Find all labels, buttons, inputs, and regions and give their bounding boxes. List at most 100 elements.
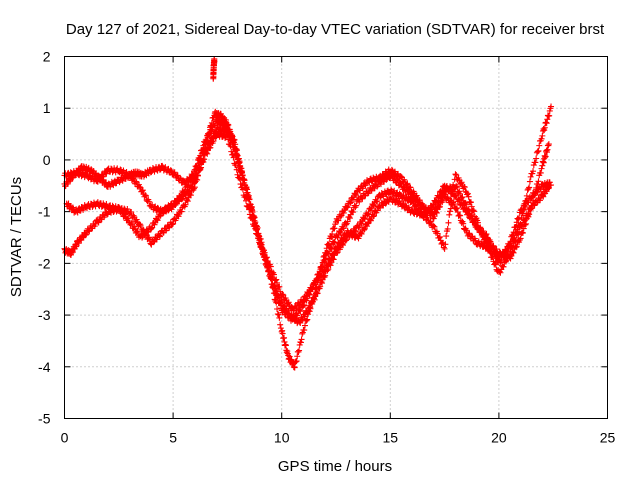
data-point	[304, 309, 311, 316]
data-point	[331, 225, 338, 232]
data-point	[298, 336, 305, 343]
data-point	[544, 116, 551, 123]
data-point	[346, 215, 353, 222]
data-point	[533, 199, 540, 206]
data-point	[441, 245, 448, 252]
data-point	[296, 347, 303, 354]
data-point	[538, 165, 545, 172]
data-point	[515, 231, 522, 238]
data-point	[344, 204, 351, 211]
series-4	[210, 55, 218, 82]
data-point	[456, 197, 463, 204]
data-point	[299, 330, 306, 337]
data-point	[75, 240, 82, 247]
data-point	[329, 251, 336, 258]
data-point	[487, 249, 494, 256]
data-point	[454, 205, 461, 212]
x-tick-label: 5	[169, 430, 177, 446]
data-point	[292, 359, 299, 366]
data-point	[203, 136, 210, 143]
data-point	[240, 176, 247, 183]
data-point	[157, 212, 164, 219]
data-point	[200, 159, 207, 166]
data-point	[537, 185, 544, 192]
data-point	[528, 194, 535, 201]
data-point	[510, 249, 517, 256]
x-tick-label: 20	[491, 430, 507, 446]
data-point	[307, 304, 314, 311]
data-point	[263, 255, 270, 262]
data-point	[82, 232, 89, 239]
data-point	[208, 127, 215, 134]
y-axis-label: SDTVAR / TECUs	[8, 177, 25, 297]
data-point	[275, 311, 282, 318]
data-point	[353, 202, 360, 209]
data-point	[412, 196, 419, 203]
data-point	[322, 266, 329, 273]
data-point	[510, 229, 517, 236]
y-tick-label: -2	[38, 255, 51, 271]
y-tick-label: 2	[43, 49, 51, 65]
data-point	[493, 246, 500, 253]
data-point	[142, 232, 149, 239]
data-point	[545, 141, 552, 148]
data-point	[402, 202, 409, 209]
data-point	[337, 213, 344, 220]
data-point	[435, 194, 442, 201]
data-point	[339, 236, 346, 243]
data-point	[251, 222, 258, 229]
data-point	[434, 230, 441, 237]
data-point	[546, 107, 553, 114]
x-tick-label: 10	[274, 430, 290, 446]
data-point	[470, 207, 477, 214]
data-point	[134, 228, 141, 235]
data-point	[400, 184, 407, 191]
data-point	[237, 181, 244, 188]
data-point	[506, 251, 513, 258]
data-point	[404, 180, 411, 187]
data-point	[318, 272, 325, 279]
data-point	[301, 322, 308, 329]
data-point	[545, 184, 552, 191]
data-point	[252, 225, 259, 232]
data-point	[296, 302, 303, 309]
data-point	[295, 348, 302, 355]
y-tick-label: 1	[43, 100, 51, 116]
data-point	[436, 193, 443, 200]
data-point	[492, 260, 499, 267]
data-point	[364, 223, 371, 230]
data-point	[541, 124, 548, 131]
x-tick-label: 0	[61, 430, 69, 446]
data-point	[304, 308, 311, 315]
data-point	[76, 167, 83, 174]
data-point	[509, 244, 516, 251]
chart-title: Day 127 of 2021, Sidereal Day-to-day VTE…	[66, 21, 605, 38]
data-point	[447, 208, 454, 215]
data-point	[353, 192, 360, 199]
data-point	[300, 298, 307, 305]
data-point	[177, 175, 184, 182]
data-point	[122, 211, 129, 218]
data-point	[324, 263, 331, 270]
data-point	[178, 196, 185, 203]
data-point	[167, 167, 174, 174]
data-point	[487, 238, 494, 245]
data-point	[438, 189, 445, 196]
data-point	[459, 194, 466, 201]
data-point	[340, 225, 347, 232]
x-tick-label: 15	[383, 430, 399, 446]
data-point	[258, 241, 265, 248]
data-point	[517, 235, 524, 242]
data-point	[443, 233, 450, 240]
data-point	[364, 220, 371, 227]
data-point	[523, 220, 530, 227]
data-point	[128, 208, 135, 215]
data-point	[344, 218, 351, 225]
data-point	[358, 220, 365, 227]
data-point	[327, 257, 334, 264]
data-point	[146, 234, 153, 241]
data-point	[492, 261, 499, 268]
data-point	[254, 230, 261, 237]
data-point	[522, 204, 529, 211]
